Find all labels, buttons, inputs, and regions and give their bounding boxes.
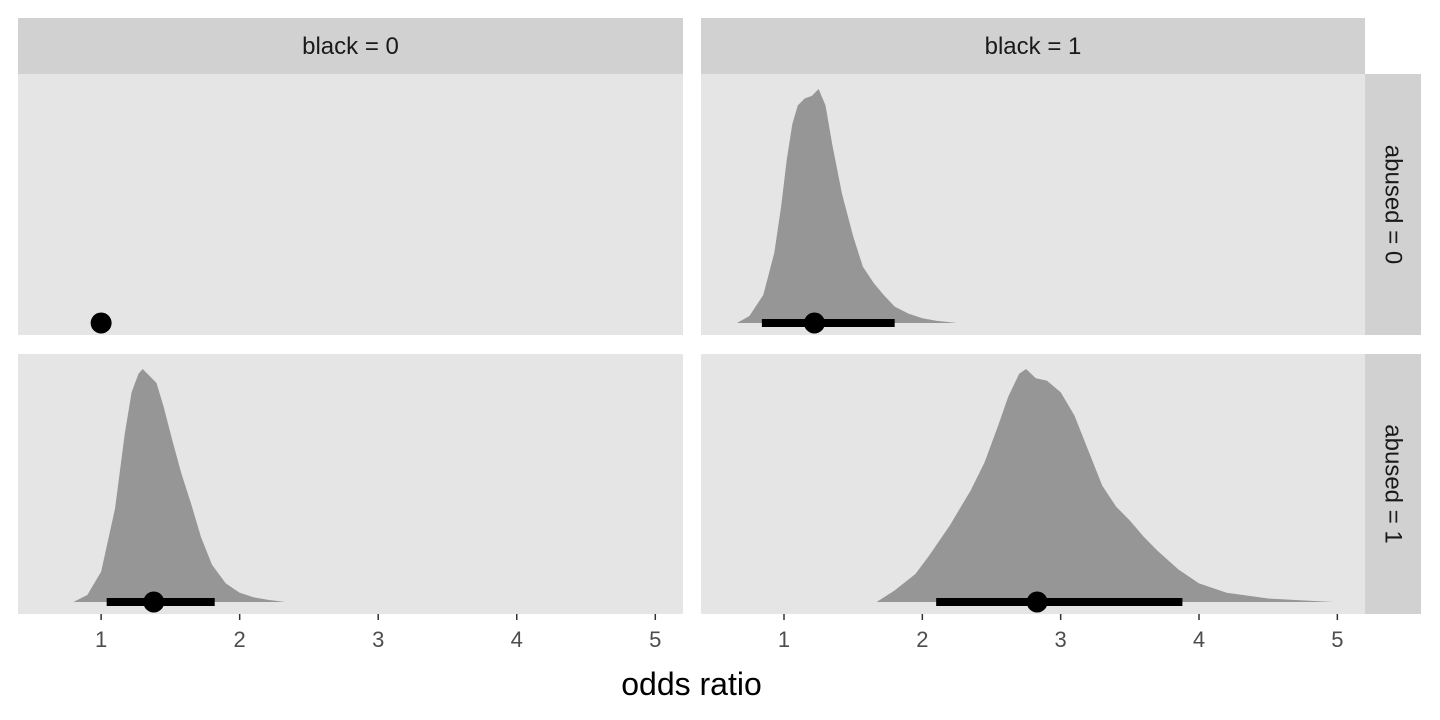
facet-row-label: abused = 0 [1380,145,1407,264]
density-area [73,369,286,602]
x-tick-label: 1 [95,627,107,652]
point-estimate [143,591,165,613]
x-tick-label: 2 [234,627,246,652]
facet-strip-right [1365,354,1421,614]
x-tick-label: 2 [916,627,928,652]
panel-background [18,74,683,335]
facet-col-label: black = 1 [985,33,1082,60]
facet-strip-top [18,18,683,74]
x-tick-label: 4 [1193,627,1205,652]
x-axis-title: odds ratio [621,666,762,702]
x-tick-label: 3 [1055,627,1067,652]
point-estimate [1026,591,1048,613]
facet-row-label: abused = 1 [1380,424,1407,543]
x-tick-label: 4 [511,627,523,652]
density-area [876,369,1334,602]
density-area [736,89,957,323]
facet-col-label: black = 0 [302,33,399,60]
x-tick-label: 3 [372,627,384,652]
facet-strip-right [1365,74,1421,335]
x-tick-label: 1 [778,627,790,652]
point-estimate [803,312,825,334]
point-estimate [90,312,112,334]
facet-strip-top [701,18,1365,74]
x-tick-label: 5 [649,627,661,652]
x-tick-label: 5 [1331,627,1343,652]
